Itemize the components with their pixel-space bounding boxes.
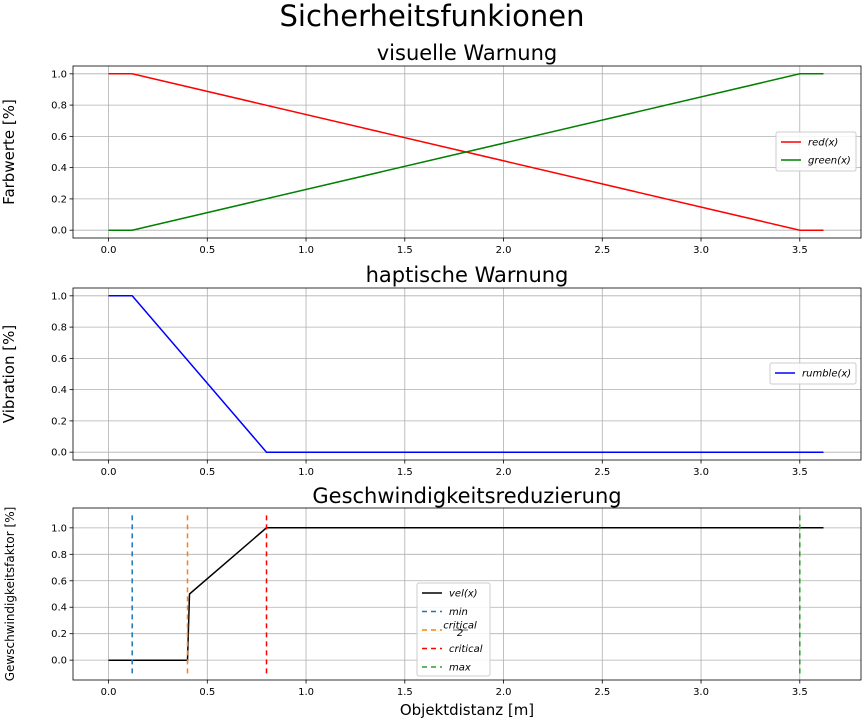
- x-tick-label: 3.0: [693, 467, 709, 478]
- y-tick-label: 0.4: [51, 603, 67, 614]
- series-line-rumble-x: [108, 295, 824, 453]
- x-tick-label: 2.5: [594, 687, 610, 698]
- panel-title: visuelle Warnung: [377, 41, 558, 65]
- y-tick-label: 0.2: [51, 629, 67, 640]
- x-tick-label: 0.5: [199, 687, 215, 698]
- plot-frame: [72, 287, 862, 461]
- y-tick-label: 0.4: [51, 163, 67, 174]
- x-axis-label: Objektdistanz [m]: [400, 701, 534, 719]
- y-tick-label: 0.2: [51, 416, 67, 427]
- legend-label-critical: critical: [449, 644, 483, 655]
- y-tick-label: 0.4: [51, 385, 67, 396]
- y-axis-label: Gewschwindigkeitsfaktor [%]: [3, 507, 17, 682]
- legend-label-denominator: 2: [457, 628, 463, 639]
- legend-label-red-x: red(x): [808, 138, 838, 149]
- y-tick-label: 0.2: [51, 194, 67, 205]
- y-tick-label: 0.0: [51, 226, 67, 237]
- y-tick-label: 1.0: [51, 69, 67, 80]
- plot-frame: [72, 507, 862, 681]
- x-tick-label: 1.0: [298, 467, 314, 478]
- legend-label-green-x: green(x): [808, 156, 851, 167]
- y-tick-label: 0.6: [51, 576, 67, 587]
- y-tick-label: 0.8: [51, 550, 67, 561]
- x-tick-label: 1.5: [397, 687, 413, 698]
- x-tick-label: 1.0: [298, 245, 314, 256]
- y-tick-label: 0.6: [51, 354, 67, 365]
- x-tick-label: 1.5: [397, 467, 413, 478]
- x-tick-label: 0.0: [101, 467, 117, 478]
- x-tick-label: 2.0: [496, 687, 512, 698]
- legend-label-rumble-x: rumble(x): [802, 369, 851, 380]
- legend-box: [416, 582, 491, 677]
- x-tick-label: 2.5: [594, 245, 610, 256]
- x-tick-label: 2.5: [594, 467, 610, 478]
- panel-title: haptische Warnung: [366, 263, 569, 287]
- y-tick-label: 0.8: [51, 323, 67, 334]
- x-tick-label: 0.5: [199, 467, 215, 478]
- figure-title: Sicherheitsfunkionen: [280, 0, 585, 33]
- panel-title: Geschwindigkeitsreduzierung: [312, 484, 621, 508]
- legend-label-numerator: critical: [443, 621, 477, 632]
- x-tick-label: 3.0: [693, 245, 709, 256]
- x-tick-label: 3.5: [792, 687, 808, 698]
- x-tick-label: 0.0: [101, 245, 117, 256]
- y-tick-label: 1.0: [51, 291, 67, 302]
- x-tick-label: 3.5: [792, 467, 808, 478]
- y-tick-label: 0.6: [51, 132, 67, 143]
- legend: red(x) green(x): [775, 131, 857, 172]
- x-tick-label: 0.0: [101, 687, 117, 698]
- plot-frame: [72, 65, 862, 239]
- legend-label-vel-x: vel(x): [449, 589, 478, 600]
- x-tick-label: 1.5: [397, 245, 413, 256]
- legend: rumble(x): [769, 362, 857, 385]
- x-tick-label: 0.5: [199, 245, 215, 256]
- legend-label-max: max: [449, 663, 471, 674]
- y-tick-label: 0.8: [51, 101, 67, 112]
- panel-geschwindigkeitsreduzierung: 0.0 0.5 1.0 1.5 2.0 2.5 3.0 3.5 0.0 0.2 0.4 0.6 0.8 1…: [3, 484, 862, 719]
- y-axis-label: Vibration [%]: [0, 325, 18, 423]
- legend-box: [769, 362, 857, 385]
- y-tick-label: 1.0: [51, 523, 67, 534]
- legend-label-min: min: [449, 607, 468, 618]
- panel-haptische-warnung: 0.0 0.5 1.0 1.5 2.0 2.5 3.0 3.5 0.0 0.2 0.4 0.6 0.8 1…: [0, 263, 862, 478]
- y-axis-label: Farbwerte [%]: [0, 99, 18, 205]
- x-tick-label: 2.0: [496, 245, 512, 256]
- panel-visuelle-warnung: 0.0 0.5 1.0 1.5 2.0 2.5 3.0 3.5 0.0 0.2 0.4 0.6 0.8 1…: [0, 41, 862, 256]
- x-tick-label: 3.5: [792, 245, 808, 256]
- y-tick-label: 0.0: [51, 656, 67, 667]
- x-tick-label: 1.0: [298, 687, 314, 698]
- y-tick-label: 0.0: [51, 448, 67, 459]
- x-tick-label: 3.0: [693, 687, 709, 698]
- x-tick-label: 2.0: [496, 467, 512, 478]
- series-line-green-x: [108, 73, 824, 231]
- series-line-vel-x: [108, 527, 824, 661]
